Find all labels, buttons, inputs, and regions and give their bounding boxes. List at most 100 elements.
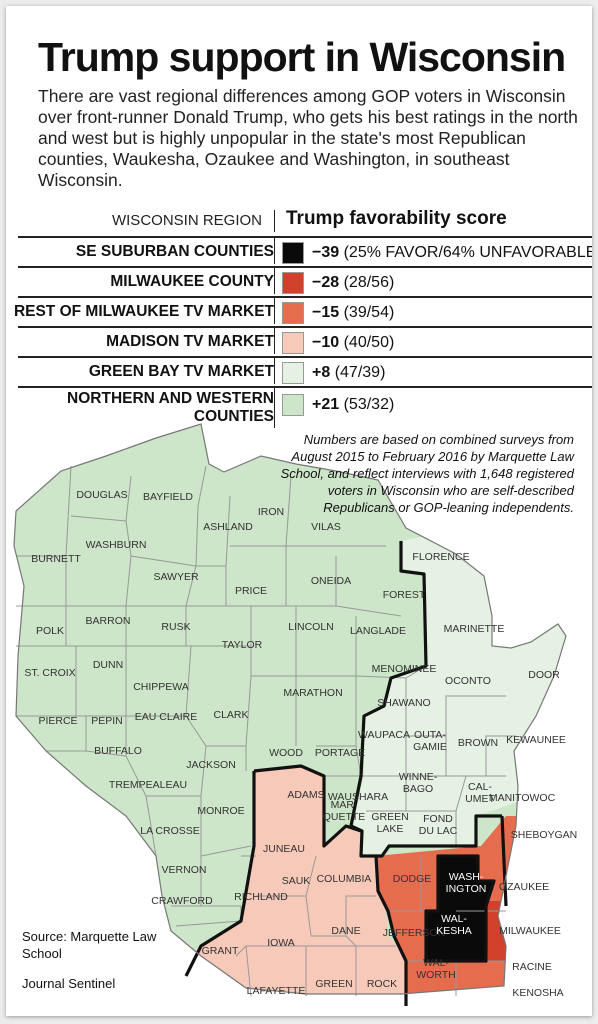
legend-region-header: WISCONSIN REGION — [111, 212, 262, 229]
legend-row-milwaukee-county: MILWAUKEE COUNTY −28 (28/56) — [18, 266, 592, 294]
score-value: −28 — [312, 274, 340, 291]
score-value: +8 — [312, 364, 331, 381]
legend-row-green-bay-tv: GREEN BAY TV MARKET +8 (47/39) — [18, 356, 592, 384]
county-label-burnett: BURNETT — [31, 553, 81, 565]
county-label-florence: FLORENCE — [412, 551, 469, 563]
page-title: Trump support in Wisconsin — [38, 34, 566, 80]
score-detail: (40/50) — [343, 334, 395, 351]
infographic-card: Trump support in Wisconsin There are vas… — [6, 6, 592, 1016]
county-label-vilas: VILAS — [311, 521, 341, 533]
county-label-milwaukee: MILWAUKEE — [499, 925, 561, 937]
county-label-dunn: DUNN — [93, 659, 123, 671]
region-name: SE SUBURBAN COUNTIES — [75, 243, 274, 260]
county-label-manitowoc: MANITOWOC — [489, 792, 556, 804]
color-swatch — [282, 362, 304, 384]
county-label-calumet: CAL-UMET — [465, 781, 495, 805]
score-text: −28 (28/56) — [312, 274, 394, 292]
color-swatch — [282, 332, 304, 354]
county-label-bayfield: BAYFIELD — [143, 491, 193, 503]
row-divider — [18, 326, 592, 328]
legend-score-header: Trump favorability score — [286, 208, 507, 229]
column-divider — [274, 358, 275, 384]
county-label-trempealeau: TREMPEALEAU — [109, 779, 187, 791]
county-label-washington: WASH-INGTON — [446, 871, 487, 895]
county-label-waushara: WAUSHARA — [328, 791, 388, 803]
publisher-credit: Journal Sentinel — [22, 976, 116, 991]
county-label-green: GREEN — [315, 978, 352, 990]
county-label-la-crosse: LA CROSSE — [140, 825, 200, 837]
county-label-winnebago: WINNE-BAGO — [399, 771, 438, 795]
score-value: +21 — [312, 396, 340, 413]
county-label-oconto: OCONTO — [445, 675, 491, 687]
score-text: +8 (47/39) — [312, 364, 385, 382]
county-label-forest: FOREST — [383, 589, 426, 601]
score-detail: (25% FAVOR/64% UNFAVORABLE) — [343, 244, 592, 261]
row-divider — [18, 236, 592, 238]
county-label-outagamie: OUTA-GAMIE — [413, 729, 447, 753]
methodology-note: Numbers are based on combined surveys fr… — [280, 432, 574, 515]
county-label-menominee: MENOMINEE — [372, 663, 437, 675]
county-label-jackson: JACKSON — [186, 759, 236, 771]
county-labels: DOUGLAS BAYFIELD ASHLAND IRON VILAS BURNETT WA… — [24, 489, 577, 999]
region-name: NORTHERN AND WESTERN COUNTIES — [67, 390, 274, 425]
county-label-adams: ADAMS — [287, 789, 324, 801]
legend-row-rest-milwaukee-tv: REST OF MILWAUKEE TV MARKET −15 (39/54) — [14, 296, 592, 324]
county-label-eau-claire: EAU CLAIRE — [135, 711, 197, 723]
legend-row-se-suburban: SE SUBURBAN COUNTIES −39 (25% FAVOR/64% … — [18, 236, 592, 264]
county-lines — [16, 465, 516, 997]
county-label-clark: CLARK — [213, 709, 248, 721]
county-label-barron: BARRON — [86, 615, 131, 627]
region-name: MILWAUKEE COUNTY — [110, 273, 274, 290]
score-detail: (53/32) — [343, 396, 395, 413]
region-se-suburban — [426, 856, 494, 961]
score-value: −10 — [312, 334, 340, 351]
county-label-green-lake: GREEN LAKE — [371, 811, 408, 835]
county-label-dodge: DODGE — [393, 873, 432, 885]
county-label-lincoln: LINCOLN — [288, 621, 334, 633]
column-divider — [274, 388, 275, 428]
county-label-juneau: JUNEAU — [263, 843, 305, 855]
favorability-legend: WISCONSIN REGION Trump favorability scor… — [14, 206, 592, 430]
score-value: −15 — [312, 304, 340, 321]
county-label-dane: DANE — [331, 925, 360, 937]
county-label-crawford: CRAWFORD — [151, 895, 213, 907]
county-label-ozaukee: OZAUKEE — [499, 881, 549, 893]
county-label-jefferson: JEFFERSON — [383, 927, 445, 939]
column-divider — [274, 328, 275, 354]
legend-row-madison-tv: MADISON TV MARKET −10 (40/50) — [18, 326, 592, 354]
legend-header-divider — [274, 210, 275, 232]
column-divider — [274, 298, 275, 324]
county-label-shawano: SHAWANO — [377, 697, 430, 709]
county-label-polk: POLK — [36, 625, 64, 637]
county-label-kenosha: KENOSHA — [512, 987, 563, 999]
county-label-iron: IRON — [258, 506, 284, 518]
county-label-marquette: MAR-QUETTE — [323, 799, 366, 823]
county-label-oneida: ONEIDA — [311, 575, 351, 587]
score-text: −15 (39/54) — [312, 304, 394, 322]
county-label-fond-du-lac: FOND DU LAC — [419, 813, 458, 837]
market-boundaries — [184, 541, 508, 1006]
score-value: −39 — [312, 244, 340, 261]
county-label-racine: RACINE — [512, 961, 552, 973]
milwaukee-market-east-line — [500, 815, 508, 907]
county-label-douglas: DOUGLAS — [76, 489, 127, 501]
county-label-marinette: MARINETTE — [444, 623, 505, 635]
score-text: −39 (25% FAVOR/64% UNFAVORABLE) — [312, 244, 592, 262]
madison-market-north-line — [253, 764, 362, 848]
score-text: +21 (53/32) — [312, 396, 394, 414]
county-label-marathon: MARATHON — [283, 687, 342, 699]
region-name: REST OF MILWAUKEE TV MARKET — [13, 303, 274, 320]
county-label-taylor: TAYLOR — [222, 639, 263, 651]
madison-market-west-line — [184, 771, 256, 977]
milwaukee-market-west-line — [374, 855, 408, 1006]
county-label-vernon: VERNON — [162, 864, 207, 876]
legend-row-northern-western: NORTHERN AND WESTERN COUNTIES +21 (53/32… — [18, 386, 592, 428]
county-label-rusk: RUSK — [161, 621, 190, 633]
county-label-walworth: WAL-WORTH — [416, 957, 455, 981]
county-label-portage: PORTAGE — [315, 747, 365, 759]
score-text: −10 (40/50) — [312, 334, 394, 352]
county-label-price: PRICE — [235, 585, 267, 597]
county-label-langlade: LANGLADE — [350, 625, 406, 637]
county-label-pepin: PEPIN — [91, 715, 123, 727]
row-divider — [18, 386, 592, 388]
